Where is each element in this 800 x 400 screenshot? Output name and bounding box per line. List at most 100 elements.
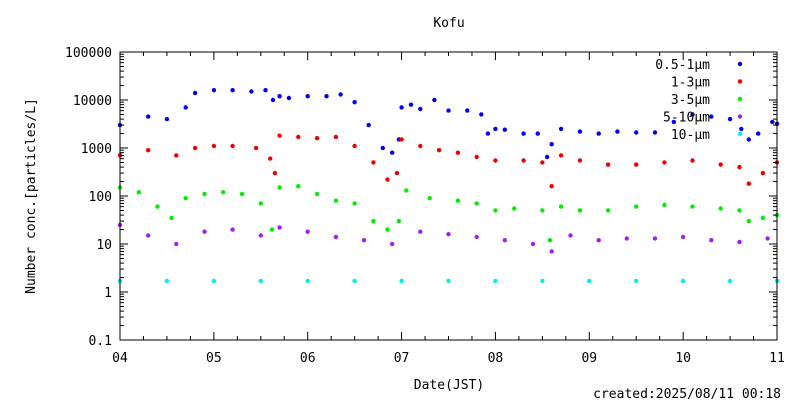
- data-point: [192, 90, 198, 96]
- data-point: [211, 278, 217, 284]
- y-tick-label: 10: [96, 238, 112, 253]
- data-point: [268, 156, 273, 161]
- data-point: [418, 143, 423, 149]
- data-point: [164, 116, 170, 122]
- data-point: [770, 119, 775, 125]
- data-point: [727, 116, 733, 122]
- data-point: [540, 208, 545, 213]
- y-tick-label: 1000: [81, 142, 112, 157]
- data-point: [549, 184, 554, 189]
- data-point: [446, 232, 451, 237]
- data-point: [399, 105, 404, 110]
- data-point: [239, 191, 245, 197]
- data-point: [418, 106, 423, 112]
- data-point: [432, 97, 437, 103]
- data-point: [192, 145, 198, 151]
- data-point: [305, 229, 310, 234]
- y-tick-label: 100: [89, 190, 112, 205]
- legend-marker: [737, 79, 743, 84]
- data-point: [314, 191, 320, 197]
- data-point: [455, 150, 461, 155]
- data-point: [338, 92, 343, 97]
- data-point: [680, 278, 686, 284]
- data-point: [361, 238, 367, 243]
- x-tick-label: 11: [769, 351, 785, 366]
- data-point: [263, 88, 268, 93]
- data-point: [164, 278, 170, 284]
- data-point: [333, 134, 339, 140]
- data-point: [558, 126, 564, 132]
- data-point: [746, 218, 751, 224]
- legend-marker: [737, 96, 743, 102]
- data-point: [174, 241, 179, 247]
- data-point: [230, 143, 235, 149]
- data-point: [455, 198, 461, 203]
- y-tick-labels: 0.1 1 10 100 1000 10000 100000: [65, 46, 112, 349]
- data-point: [690, 158, 695, 163]
- data-point: [690, 204, 695, 209]
- data-point: [760, 170, 766, 176]
- data-point: [652, 236, 658, 241]
- data-point: [366, 122, 371, 128]
- data-point: [760, 215, 766, 221]
- data-point: [146, 233, 151, 238]
- x-tick-label: 06: [300, 351, 316, 366]
- data-point: [634, 130, 639, 135]
- legend-marker: [737, 61, 743, 67]
- data-point: [174, 153, 179, 158]
- series-2: [117, 133, 780, 189]
- data-point: [446, 278, 451, 284]
- data-point: [540, 278, 545, 284]
- data-point: [390, 241, 395, 247]
- data-point: [404, 188, 409, 193]
- data-point: [756, 131, 761, 136]
- data-point: [385, 227, 390, 232]
- data-point: [746, 181, 751, 186]
- data-point: [502, 127, 507, 132]
- data-point: [270, 97, 276, 103]
- data-point: [221, 190, 226, 195]
- data-point: [558, 204, 564, 209]
- data-point: [737, 164, 742, 170]
- data-point: [709, 114, 714, 119]
- data-point: [333, 234, 339, 240]
- data-point: [352, 201, 357, 206]
- data-point: [671, 119, 676, 125]
- data-point: [662, 202, 667, 208]
- data-point: [146, 148, 151, 153]
- data-point: [474, 201, 479, 206]
- data-point: [272, 170, 278, 176]
- data-point: [690, 112, 695, 117]
- data-point: [408, 102, 414, 107]
- data-point: [371, 218, 376, 224]
- data-point: [709, 238, 714, 243]
- data-point: [605, 208, 611, 213]
- data-point: [596, 238, 601, 243]
- data-point: [202, 191, 207, 197]
- data-point: [352, 143, 357, 149]
- legend-label: 1-3μm: [671, 76, 710, 91]
- data-point: [277, 133, 282, 138]
- data-point: [286, 95, 292, 101]
- data-point: [493, 158, 498, 163]
- data-point: [314, 136, 320, 141]
- data-point: [136, 190, 141, 195]
- data-point: [277, 225, 282, 230]
- data-point: [269, 227, 275, 232]
- data-point: [521, 158, 526, 163]
- data-point: [624, 236, 629, 241]
- data-point: [544, 154, 550, 160]
- data-point: [352, 100, 357, 105]
- data-point: [305, 278, 310, 284]
- data-point: [465, 108, 470, 113]
- data-point: [277, 185, 282, 190]
- data-point: [385, 177, 390, 182]
- x-axis-label: Date(JST): [414, 378, 484, 393]
- data-point: [296, 134, 301, 140]
- data-point: [436, 148, 442, 153]
- x-tick-label: 04: [112, 351, 128, 366]
- data-point: [577, 129, 583, 134]
- data-point: [479, 112, 484, 117]
- data-point: [399, 278, 404, 284]
- data-point: [652, 130, 658, 135]
